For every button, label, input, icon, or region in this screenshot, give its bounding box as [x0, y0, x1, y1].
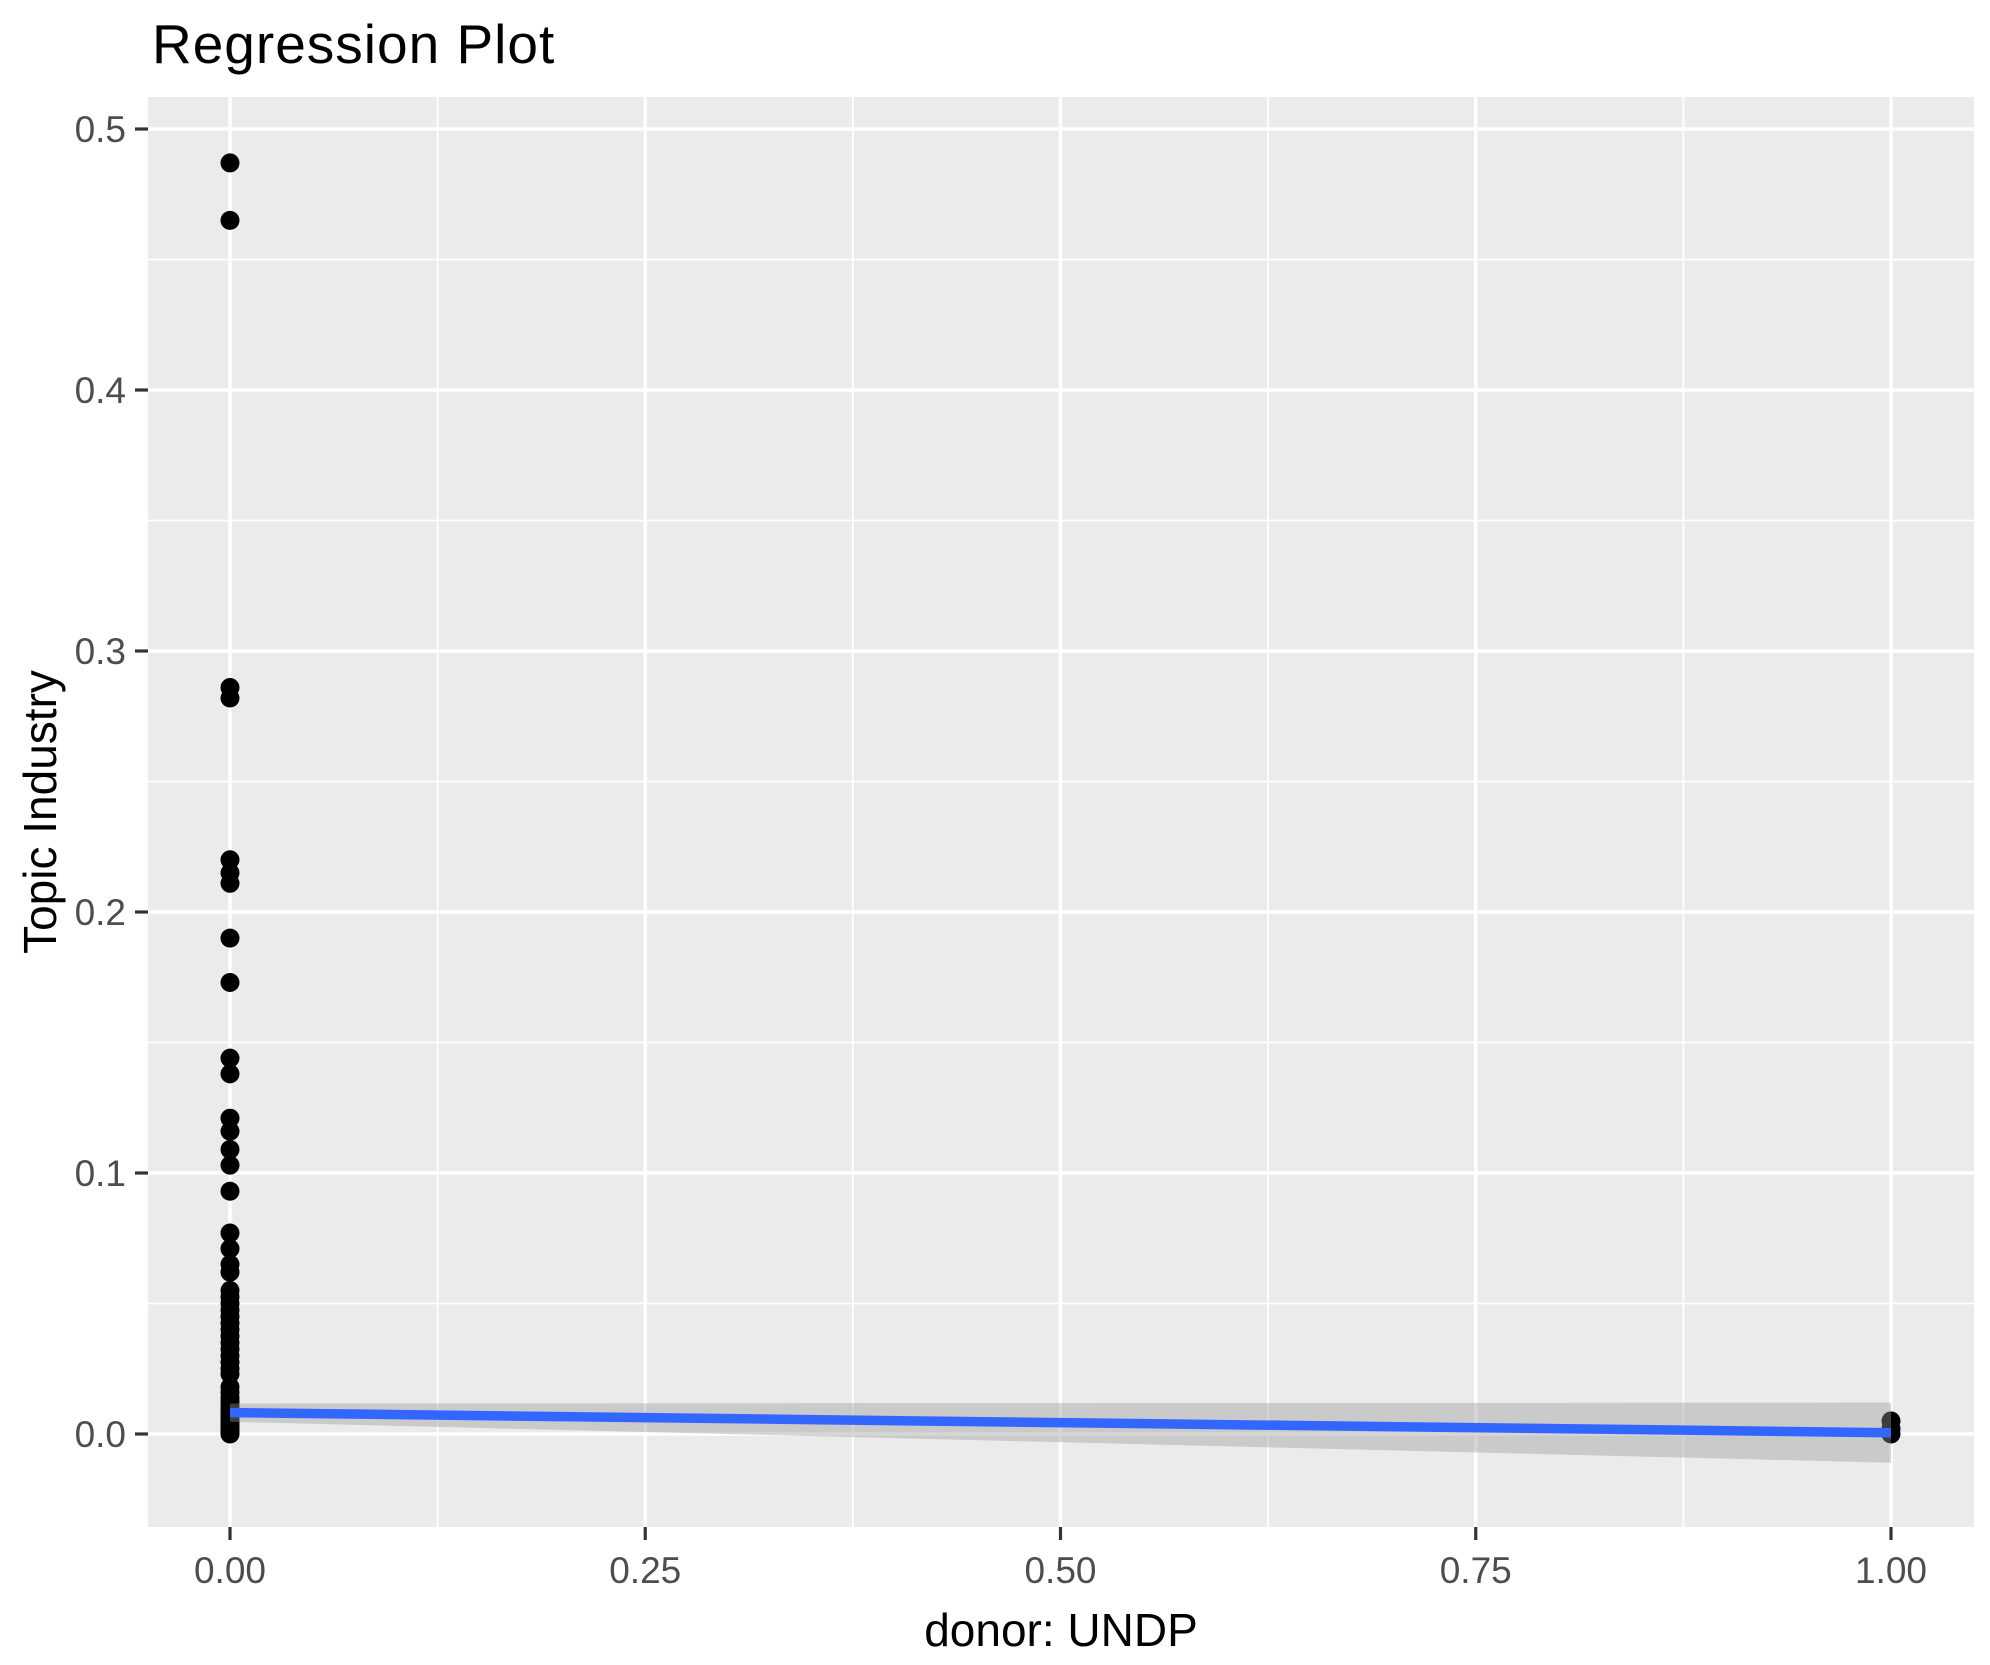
scatter-point [220, 1181, 240, 1201]
scatter-point [220, 873, 240, 893]
scatter-point [220, 1239, 240, 1259]
y-tick-label: 0.0 [75, 1414, 126, 1455]
x-tick-label: 0.50 [1024, 1550, 1096, 1591]
scatter-point [220, 972, 240, 992]
y-tick-label: 0.2 [75, 892, 126, 933]
scatter-point [220, 210, 240, 230]
x-tick-label: 0.00 [194, 1550, 266, 1591]
scatter-point [220, 1424, 240, 1444]
scatter-point [220, 1223, 240, 1243]
scatter-point [220, 850, 240, 870]
x-axis-title: donor: UNDP [924, 1604, 1198, 1656]
scatter-point [220, 1155, 240, 1175]
y-axis-title: Topic Industry [14, 670, 66, 954]
scatter-point [220, 1108, 240, 1128]
y-tick-label: 0.5 [75, 109, 126, 150]
scatter-point [220, 1262, 240, 1282]
scatter-point [220, 928, 240, 948]
scatter-points [220, 153, 1901, 1444]
scatter-point [220, 1048, 240, 1068]
scatter-point [220, 153, 240, 173]
y-tick-label: 0.4 [75, 370, 126, 411]
regression-line [229, 1407, 1892, 1438]
chart-title: Regression Plot [152, 13, 556, 75]
y-tick-label: 0.3 [75, 631, 126, 672]
x-tick-label: 0.75 [1440, 1550, 1512, 1591]
scatter-point [220, 1121, 240, 1141]
x-tick-label: 0.25 [609, 1550, 681, 1591]
scatter-point [220, 1140, 240, 1160]
y-tick-label: 0.1 [75, 1153, 126, 1194]
x-tick-label: 1.00 [1855, 1550, 1927, 1591]
scatter-point [220, 1064, 240, 1084]
scatter-point [220, 688, 240, 708]
scatter-point [220, 1364, 240, 1384]
